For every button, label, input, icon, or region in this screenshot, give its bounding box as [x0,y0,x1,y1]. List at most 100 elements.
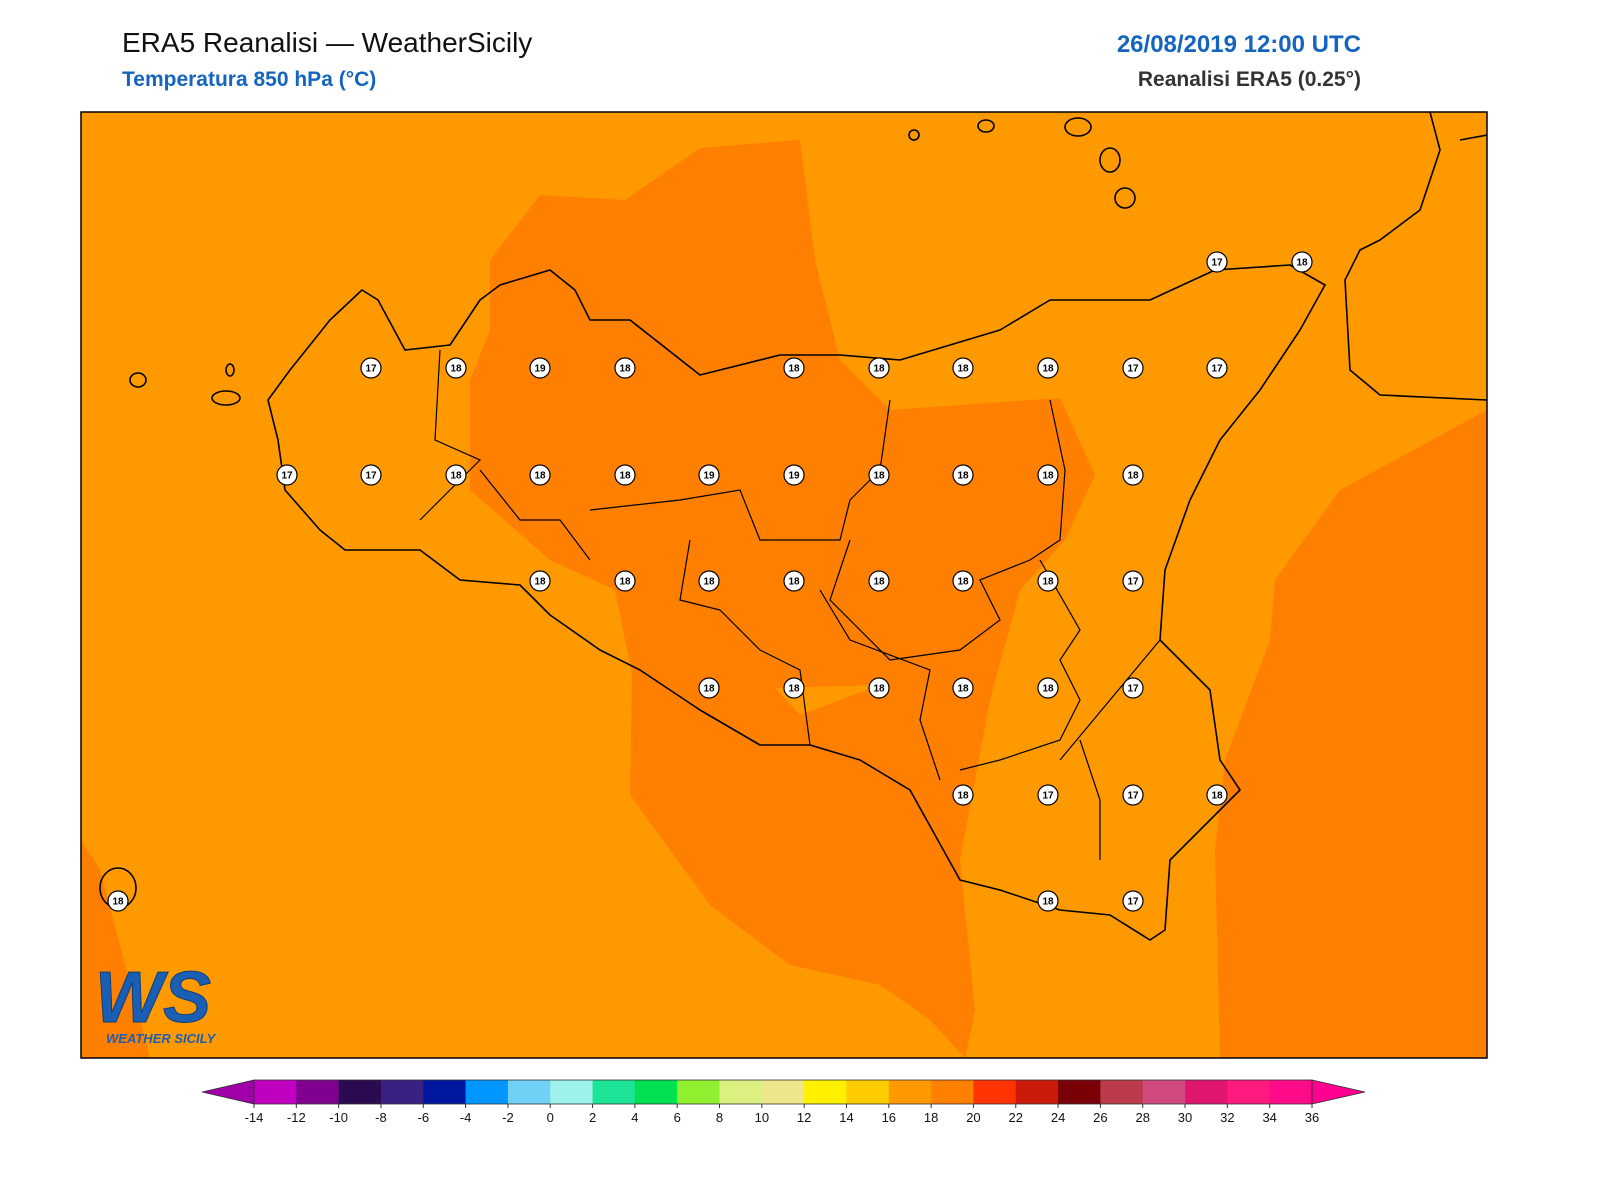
station-marker [868,677,890,699]
colorbar-tick-label: -6 [417,1110,429,1125]
stations: 17 18 17 18 19 18 18 18 18 18 17 17 17 17 18 18 18 19 19 18… [107,251,1313,912]
colorbar-tick-label: -14 [245,1110,264,1125]
station-value: 18 [1127,471,1139,482]
station-value: 19 [703,471,715,482]
colorbar-tick-label: -8 [375,1110,387,1125]
station-value: 18 [957,471,969,482]
coastline [267,264,1326,941]
province-border [419,349,1161,860]
station-marker [614,570,636,592]
station-marker [783,570,805,592]
logo-mark: WS [95,958,211,1038]
station-marker [698,464,720,486]
colorbar-bin [846,1080,890,1104]
station-value: 18 [112,897,124,908]
station-marker [783,464,805,486]
station-value: 18 [873,684,885,695]
station-marker [952,570,974,592]
station-value: 18 [873,471,885,482]
colorbar-tick-label: 10 [755,1110,769,1125]
station-value: 18 [703,577,715,588]
station-marker [1122,570,1144,592]
station-marker [952,784,974,806]
station-value: 17 [365,364,377,375]
station-value: 18 [450,364,462,375]
colorbar-tick-label: 4 [631,1110,638,1125]
station-value: 18 [619,364,631,375]
station-marker [360,357,382,379]
station-marker [107,890,129,912]
colorbar-extend-max [1311,1079,1366,1105]
station-value: 19 [788,471,800,482]
logo: WS WEATHER SICILY [95,958,217,1047]
station-marker [698,677,720,699]
station-marker [1122,784,1144,806]
station-marker [1122,677,1144,699]
station-value: 18 [1211,791,1223,802]
station-marker [698,570,720,592]
station-value: 18 [873,577,885,588]
station-marker [1122,357,1144,379]
colorbar-bin [507,1080,551,1104]
station-marker [868,570,890,592]
colorbar-tick-label: 26 [1093,1110,1107,1125]
colorbar-tick-label: 24 [1051,1110,1065,1125]
station-value: 18 [534,471,546,482]
station-marker [1037,890,1059,912]
colorbar-bin [1058,1080,1101,1104]
subtitle: Temperatura 850 hPa (°C) [122,68,376,91]
station-marker [1206,357,1228,379]
colorbar-bin [1227,1080,1271,1104]
station-value: 18 [957,791,969,802]
colorbar-bin [423,1080,467,1104]
calabria-coast [1344,112,1487,401]
colorbar-tick-label: 2 [589,1110,596,1125]
station-marker [529,570,551,592]
station-value: 18 [619,577,631,588]
station-value: 18 [450,471,462,482]
colorbar-tick-label: 12 [797,1110,811,1125]
station-value: 19 [534,364,546,375]
colorbar-tick-label: 14 [839,1110,853,1125]
station-value: 17 [1127,364,1139,375]
title: ERA5 Reanalisi — WeatherSicily [122,27,532,58]
colorbar-bin [296,1080,340,1104]
colorbar-frame [253,1079,1313,1105]
station-value: 18 [957,684,969,695]
station-marker [614,464,636,486]
colorbar-bin [465,1080,509,1104]
colorbar: -14 -12 -10 -8 -6 -4 -2 0 2 4 6 8 10 12 14 16 18 20 22 24 26… [201,1079,1366,1125]
colorbar-tick-label: 28 [1135,1110,1149,1125]
colorbar-tick-label: 16 [882,1110,896,1125]
station-marker [445,464,467,486]
station-value: 17 [1127,897,1139,908]
colorbar-bin [380,1080,424,1104]
station-marker [1291,251,1313,273]
station-marker [952,677,974,699]
station-value: 18 [957,577,969,588]
station-marker [445,357,467,379]
colorbar-tick-label: 32 [1220,1110,1234,1125]
colorbar-bin [804,1080,847,1104]
colorbar-tick-label: 22 [1009,1110,1023,1125]
station-value: 18 [1042,471,1054,482]
station-value: 18 [1042,684,1054,695]
colorbar-bin [761,1080,805,1104]
station-marker [360,464,382,486]
station-value: 18 [957,364,969,375]
colorbar-extend-min [201,1079,255,1105]
colorbar-tick-label: 8 [716,1110,723,1125]
station-value: 18 [619,471,631,482]
colorbar-bin [677,1080,721,1104]
station-value: 18 [873,364,885,375]
station-marker [1122,890,1144,912]
station-value: 18 [1042,364,1054,375]
map [81,112,1487,1058]
station-marker [1206,784,1228,806]
station-value: 17 [1211,258,1223,269]
station-value: 18 [788,684,800,695]
colorbar-bin [1015,1080,1059,1104]
colorbar-bin [1100,1080,1144,1104]
station-value: 18 [1042,897,1054,908]
colorbar-tick-label: 0 [547,1110,554,1125]
